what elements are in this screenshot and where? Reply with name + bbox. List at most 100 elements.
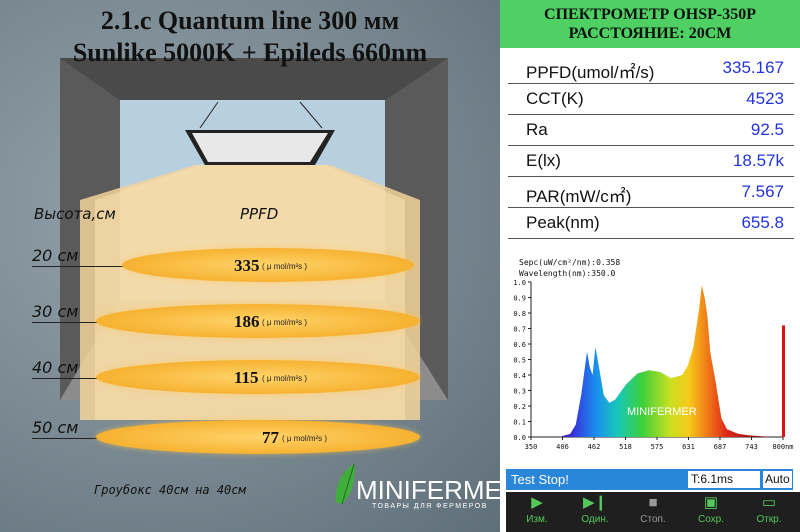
x-tick-label: 743 — [745, 443, 758, 451]
status-bar: Test Stop! T:6.1ms Auto — [506, 469, 793, 490]
leaf-icon — [335, 464, 355, 504]
page-title-line1: 2.1.c Quantum line 300 мм — [100, 6, 400, 35]
x-tick-label: 575 — [651, 443, 664, 451]
y-tick-label: 0.3 — [513, 388, 526, 396]
height-label-20: 20 см — [32, 246, 79, 265]
logo-subtitle: ТОВАРЫ ДЛЯ ФЕРМЕРОВ — [372, 503, 488, 510]
measurement-key: PPFD(umol/㎡/s) — [526, 63, 655, 82]
growbox-top-wall — [60, 58, 448, 100]
chart-subtitle: Wavelength(nm):350.0 — [519, 269, 616, 278]
device-name: СПЕКТРОМЕТР OHSP-350P — [544, 6, 756, 23]
x-tick-label: 406 — [556, 443, 569, 451]
y-tick-label: 0.0 — [513, 434, 526, 442]
ppfd-ring-20 — [122, 248, 414, 282]
stop-icon: ■ — [648, 494, 658, 511]
ppfd-unit: ( μ mol/m²s ) — [262, 262, 308, 271]
x-tick-label: 687 — [714, 443, 727, 451]
measurement-row: PAR(mW/c㎡) 7.567 — [508, 178, 794, 208]
measurement-row: Peak(nm) 655.8 — [508, 209, 794, 239]
measurement-value: 18.57k — [732, 151, 784, 170]
measurement-value: 4523 — [746, 89, 784, 108]
ppfd-unit: ( μ mol/m²s ) — [282, 434, 328, 443]
height-label-30: 30 см — [32, 302, 79, 321]
save-label: Сохр. — [697, 514, 724, 525]
single-button[interactable]: ▶❙ Один. — [566, 492, 624, 532]
measurement-key: Peak(nm) — [526, 213, 600, 232]
page-title-line2: Sunlike 5000K + Epileds 660nm — [72, 38, 428, 67]
measurement-key: E(lx) — [526, 151, 561, 170]
x-tick-label: 800nm — [772, 443, 793, 451]
ppfd-ring-50 — [96, 420, 420, 454]
height-label-40: 40 см — [32, 358, 79, 377]
save-button[interactable]: ▣ Сохр. — [682, 492, 740, 532]
chart-area — [547, 285, 785, 437]
measurement-value: 335.167 — [722, 58, 784, 77]
range-marker — [782, 325, 785, 437]
spectrometer-panel: СПЕКТРОМЕТР OHSP-350P РАССТОЯНИЕ: 20СМ P… — [500, 0, 800, 532]
measurement-key: PAR(mW/c㎡) — [526, 187, 632, 206]
minifermer-logo — [335, 463, 355, 505]
bottom-toolbar: ▶ Изм. ▶❙ Один. ■ Стоп. ▣ Сохр. ▭ Откр. — [506, 492, 800, 532]
y-tick-label: 0.4 — [513, 372, 526, 380]
growbox-size-label: Гроубокс 40см на 40см — [94, 483, 246, 497]
measurement-value: 92.5 — [750, 120, 784, 139]
height-line — [32, 378, 132, 379]
step-icon: ▶❙ — [582, 494, 608, 511]
y-tick-label: 0.7 — [513, 326, 526, 334]
stop-label: Стоп. — [640, 514, 666, 525]
x-tick-label: 350 — [525, 443, 538, 451]
ppfd-unit: ( μ mol/m²s ) — [262, 318, 308, 327]
x-tick-label: 462 — [588, 443, 601, 451]
ppfd-unit: ( μ mol/m²s ) — [262, 374, 308, 383]
measurement-row: PPFD(umol/㎡/s) 335.167 — [508, 54, 794, 84]
y-tick-label: 0.1 — [513, 419, 526, 427]
status-text: Test Stop! — [511, 472, 569, 487]
ppfd-value-40: 115 — [234, 368, 259, 387]
single-label: Один. — [581, 514, 609, 525]
spectrometer-header: СПЕКТРОМЕТР OHSP-350P РАССТОЯНИЕ: 20СМ — [500, 0, 800, 48]
x-tick-label: 518 — [619, 443, 632, 451]
height-line — [32, 322, 132, 323]
y-tick-label: 0.8 — [513, 310, 526, 318]
measure-button[interactable]: ▶ Изм. — [508, 492, 566, 532]
ppfd-ring-30 — [96, 304, 420, 338]
integration-time-field[interactable]: T:6.1ms — [688, 471, 760, 488]
auto-field[interactable]: Auto — [763, 471, 792, 488]
measurement-row: Ra 92.5 — [508, 116, 794, 146]
measurement-key: Ra — [526, 120, 548, 139]
open-icon: ▭ — [761, 494, 777, 511]
play-icon: ▶ — [531, 494, 543, 511]
y-tick-label: 0.9 — [513, 295, 526, 303]
measurement-key: CCT(K) — [526, 89, 584, 108]
chart-title: Sepc(uW/cm²/nm):0.358 — [519, 258, 620, 267]
measurement-value: 655.8 — [741, 213, 784, 232]
lamp-wire — [299, 101, 323, 129]
ppfd-ring-40 — [96, 360, 420, 394]
save-icon: ▣ — [703, 494, 719, 511]
height-label-50: 50 см — [32, 418, 79, 437]
measurement-row: E(lx) 18.57k — [508, 147, 794, 177]
y-tick-label: 0.6 — [513, 341, 526, 349]
stop-button[interactable]: ■ Стоп. — [624, 492, 682, 532]
logo-text: MINIFERMER — [356, 475, 500, 505]
spectrum-chart: Sepc(uW/cm²/nm):0.358 Wavelength(nm):350… — [513, 258, 793, 451]
height-line — [32, 266, 132, 267]
height-line — [32, 438, 132, 439]
measurement-row: CCT(K) 4523 — [508, 85, 794, 115]
distance-label: РАССТОЯНИЕ: 20СМ — [568, 25, 732, 42]
y-tick-label: 1.0 — [513, 279, 526, 287]
open-button[interactable]: ▭ Откр. — [740, 492, 798, 532]
ppfd-value-50: 77 — [262, 428, 279, 447]
lamp-panel — [192, 133, 328, 162]
spectrum-series — [547, 285, 783, 437]
open-label: Откр. — [756, 514, 782, 525]
measure-label: Изм. — [526, 514, 548, 525]
x-tick-label: 631 — [682, 443, 695, 451]
ppfd-column-header: PPFD — [240, 205, 279, 223]
y-tick-label: 0.2 — [513, 403, 526, 411]
ppfd-value-20: 335 — [234, 256, 260, 275]
ppfd-value-30: 186 — [234, 312, 260, 331]
left-panel: 2.1.c Quantum line 300 мм Sunlike 5000K … — [0, 0, 500, 532]
y-tick-label: 0.5 — [513, 357, 526, 365]
height-column-header: Высота,см — [34, 205, 116, 223]
